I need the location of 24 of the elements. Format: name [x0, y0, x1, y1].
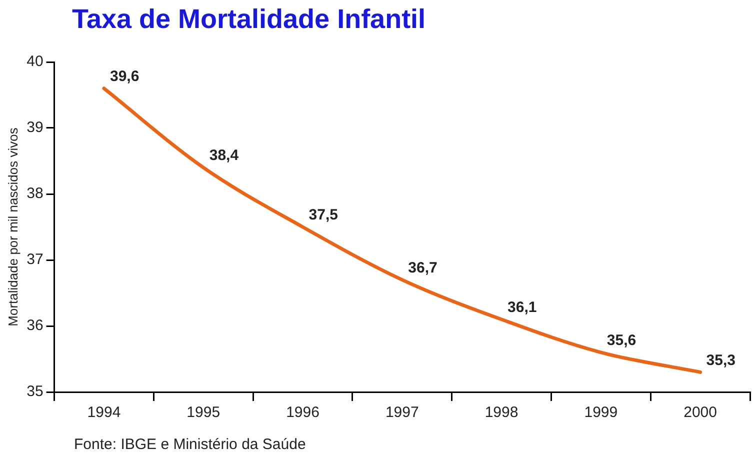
data-label: 35,3	[706, 352, 736, 369]
y-tick-label: 36	[26, 317, 44, 334]
data-label: 36,7	[408, 259, 438, 276]
x-tick-label: 1998	[484, 404, 518, 422]
y-tick-label: 37	[26, 251, 44, 268]
line-series	[102, 86, 702, 374]
y-tick-label: 40	[26, 53, 44, 70]
x-tick-label: 1999	[584, 404, 618, 422]
y-tick-label: 38	[26, 185, 44, 202]
y-tick-label: 39	[26, 119, 44, 136]
data-label: 39,6	[110, 68, 140, 86]
x-tick-label: 1997	[385, 404, 419, 422]
x-tick-label: 1995	[186, 404, 220, 422]
x-tick-label: 1994	[87, 404, 121, 422]
chart-title: Taxa de Mortalidade Infantil	[72, 4, 426, 35]
data-label: 35,6	[606, 332, 636, 350]
x-tick-label: 2000	[684, 404, 717, 422]
data-label: 38,4	[209, 147, 240, 164]
y-axis-title: Mortalidade por mil nascidos vivos	[5, 127, 20, 326]
y-tick-label: 35	[26, 383, 44, 400]
data-label: 36,1	[508, 299, 537, 316]
data-label: 37,5	[308, 206, 338, 224]
source-note: Fonte: IBGE e Ministério da Saúde	[74, 436, 306, 453]
x-tick-label: 1996	[286, 404, 320, 422]
